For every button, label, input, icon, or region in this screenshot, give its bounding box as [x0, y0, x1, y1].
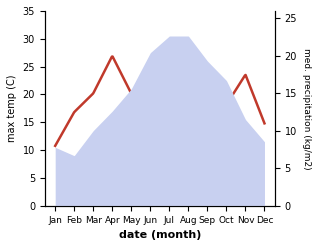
Y-axis label: med. precipitation (kg/m2): med. precipitation (kg/m2) [302, 48, 311, 169]
X-axis label: date (month): date (month) [119, 230, 201, 240]
Y-axis label: max temp (C): max temp (C) [7, 75, 17, 142]
